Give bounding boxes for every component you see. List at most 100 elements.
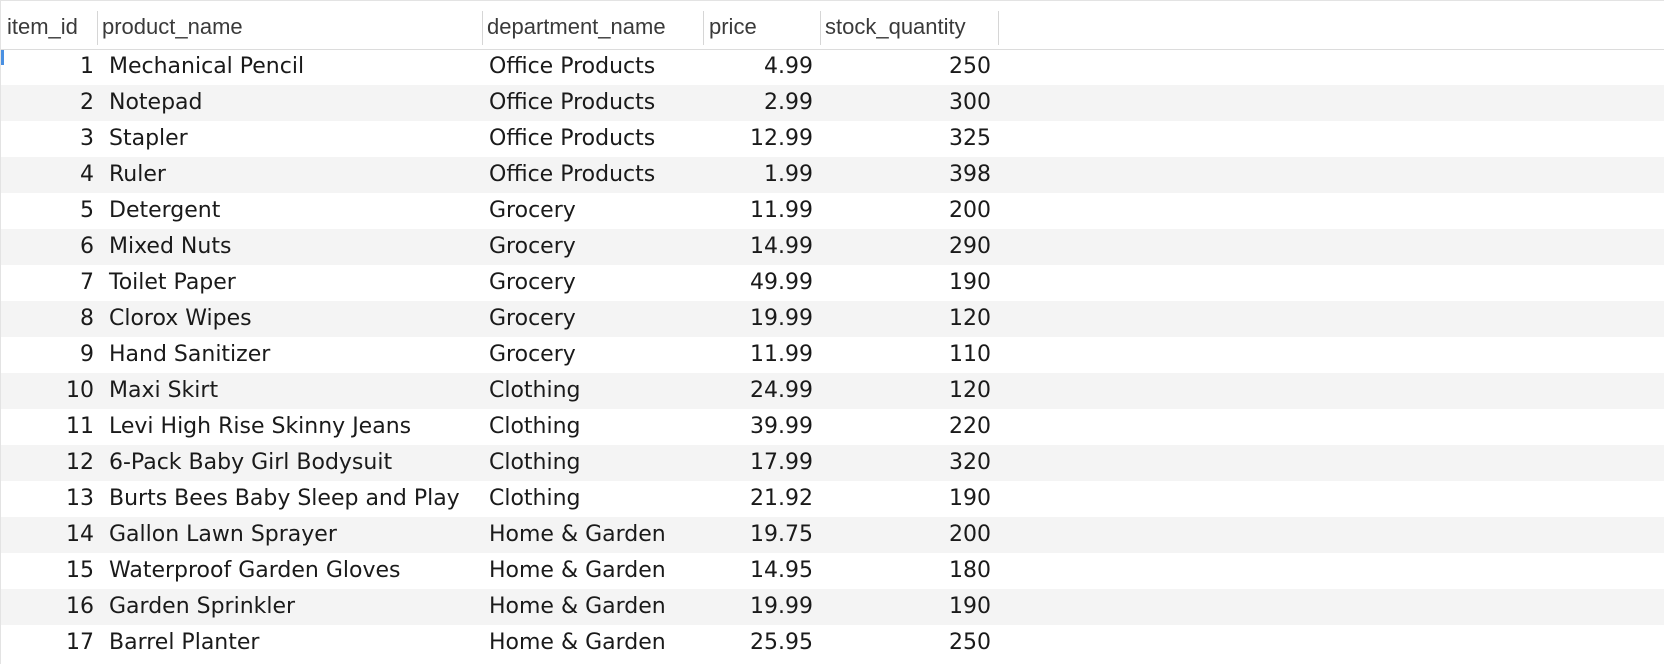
cell-product-name[interactable]: Levi High Rise Skinny Jeans bbox=[109, 414, 412, 439]
cell-price[interactable]: 11.99 bbox=[750, 198, 813, 223]
cell-department-name[interactable]: Grocery bbox=[489, 234, 576, 259]
cell-department-name[interactable]: Grocery bbox=[489, 198, 576, 223]
column-header-item-id[interactable]: item_id bbox=[7, 14, 78, 39]
column-divider[interactable] bbox=[97, 11, 98, 45]
table-row[interactable]: 7 Toilet Paper Grocery 49.99 190 bbox=[1, 265, 1664, 301]
cell-product-name[interactable]: Mixed Nuts bbox=[109, 234, 232, 259]
cell-price[interactable]: 19.99 bbox=[750, 306, 813, 331]
cell-product-name[interactable]: Detergent bbox=[109, 198, 221, 223]
cell-stock-quantity[interactable]: 180 bbox=[949, 558, 991, 583]
cell-product-name[interactable]: Mechanical Pencil bbox=[109, 54, 305, 79]
cell-price[interactable]: 49.99 bbox=[750, 270, 813, 295]
cell-department-name[interactable]: Office Products bbox=[489, 90, 656, 115]
cell-stock-quantity[interactable]: 250 bbox=[949, 54, 991, 79]
cell-price[interactable]: 17.99 bbox=[750, 450, 813, 475]
cell-department-name[interactable]: Clothing bbox=[489, 450, 581, 475]
cell-item-id[interactable]: 9 bbox=[80, 342, 94, 367]
cell-product-name[interactable]: Garden Sprinkler bbox=[109, 594, 296, 619]
table-row[interactable]: 14 Gallon Lawn Sprayer Home & Garden 19.75 2… bbox=[1, 517, 1664, 553]
table-row[interactable]: 5 Detergent Grocery 11.99 200 bbox=[1, 193, 1664, 229]
column-header-stock-quantity[interactable]: stock_quantity bbox=[825, 14, 966, 39]
cell-department-name[interactable]: Office Products bbox=[489, 126, 656, 151]
cell-stock-quantity[interactable]: 190 bbox=[949, 594, 991, 619]
cell-stock-quantity[interactable]: 120 bbox=[949, 378, 991, 403]
cell-price[interactable]: 21.92 bbox=[750, 486, 813, 511]
cell-item-id[interactable]: 5 bbox=[80, 198, 94, 223]
cell-product-name[interactable]: Toilet Paper bbox=[109, 270, 236, 295]
cell-product-name[interactable]: Ruler bbox=[109, 162, 166, 187]
cell-item-id[interactable]: 8 bbox=[80, 306, 94, 331]
table-row[interactable]: 17 Barrel Planter Home & Garden 25.95 250 bbox=[1, 625, 1664, 661]
table-row[interactable]: 11 Levi High Rise Skinny Jeans Clothing 39.… bbox=[1, 409, 1664, 445]
cell-item-id[interactable]: 1 bbox=[80, 54, 94, 79]
cell-stock-quantity[interactable]: 190 bbox=[949, 270, 991, 295]
cell-department-name[interactable]: Grocery bbox=[489, 306, 576, 331]
cell-stock-quantity[interactable]: 320 bbox=[949, 450, 991, 475]
cell-stock-quantity[interactable]: 250 bbox=[949, 630, 991, 655]
cell-product-name[interactable]: Burts Bees Baby Sleep and Play bbox=[109, 486, 460, 511]
cell-product-name[interactable]: Waterproof Garden Gloves bbox=[109, 558, 401, 583]
table-row[interactable]: 16 Garden Sprinkler Home & Garden 19.99 190 bbox=[1, 589, 1664, 625]
cell-item-id[interactable]: 10 bbox=[66, 378, 94, 403]
cell-department-name[interactable]: Home & Garden bbox=[489, 594, 666, 619]
cell-price[interactable]: 14.99 bbox=[750, 234, 813, 259]
column-divider[interactable] bbox=[703, 11, 704, 45]
cell-price[interactable]: 24.99 bbox=[750, 378, 813, 403]
table-row[interactable]: 8 Clorox Wipes Grocery 19.99 120 bbox=[1, 301, 1664, 337]
table-row[interactable]: 2 Notepad Office Products 2.99 300 bbox=[1, 85, 1664, 121]
cell-department-name[interactable]: Home & Garden bbox=[489, 630, 666, 655]
cell-price[interactable]: 12.99 bbox=[750, 126, 813, 151]
column-divider[interactable] bbox=[820, 11, 821, 45]
cell-stock-quantity[interactable]: 300 bbox=[949, 90, 991, 115]
cell-item-id[interactable]: 15 bbox=[66, 558, 94, 583]
table-row[interactable]: 12 6-Pack Baby Girl Bodysuit Clothing 17.99… bbox=[1, 445, 1664, 481]
column-header-price[interactable]: price bbox=[709, 14, 757, 39]
cell-item-id[interactable]: 4 bbox=[80, 162, 94, 187]
cell-price[interactable]: 11.99 bbox=[750, 342, 813, 367]
cell-stock-quantity[interactable]: 200 bbox=[949, 522, 991, 547]
cell-department-name[interactable]: Office Products bbox=[489, 54, 656, 79]
cell-stock-quantity[interactable]: 110 bbox=[949, 342, 991, 367]
cell-stock-quantity[interactable]: 290 bbox=[949, 234, 991, 259]
cell-department-name[interactable]: Clothing bbox=[489, 486, 581, 511]
cell-product-name[interactable]: Clorox Wipes bbox=[109, 306, 252, 331]
column-header-product-name[interactable]: product_name bbox=[102, 14, 243, 39]
cell-stock-quantity[interactable]: 190 bbox=[949, 486, 991, 511]
cell-stock-quantity[interactable]: 120 bbox=[949, 306, 991, 331]
cell-price[interactable]: 2.99 bbox=[764, 90, 813, 115]
column-header-department-name[interactable]: department_name bbox=[487, 14, 666, 39]
cell-product-name[interactable]: Barrel Planter bbox=[109, 630, 260, 655]
table-row[interactable]: 13 Burts Bees Baby Sleep and Play Clothing… bbox=[1, 481, 1664, 517]
cell-price[interactable]: 14.95 bbox=[750, 558, 813, 583]
cell-price[interactable]: 19.99 bbox=[750, 594, 813, 619]
cell-stock-quantity[interactable]: 398 bbox=[949, 162, 991, 187]
table-row[interactable]: 9 Hand Sanitizer Grocery 11.99 110 bbox=[1, 337, 1664, 373]
cell-department-name[interactable]: Grocery bbox=[489, 342, 576, 367]
cell-product-name[interactable]: 6-Pack Baby Girl Bodysuit bbox=[109, 450, 393, 475]
cell-department-name[interactable]: Clothing bbox=[489, 414, 581, 439]
cell-product-name[interactable]: Notepad bbox=[109, 90, 203, 115]
table-row[interactable]: 10 Maxi Skirt Clothing 24.99 120 bbox=[1, 373, 1664, 409]
cell-department-name[interactable]: Office Products bbox=[489, 162, 656, 187]
cell-department-name[interactable]: Home & Garden bbox=[489, 522, 666, 547]
cell-item-id[interactable]: 7 bbox=[80, 270, 94, 295]
cell-product-name[interactable]: Hand Sanitizer bbox=[109, 342, 271, 367]
cell-item-id[interactable]: 6 bbox=[80, 234, 94, 259]
cell-price[interactable]: 25.95 bbox=[750, 630, 813, 655]
cell-stock-quantity[interactable]: 200 bbox=[949, 198, 991, 223]
cell-stock-quantity[interactable]: 325 bbox=[949, 126, 991, 151]
cell-stock-quantity[interactable]: 220 bbox=[949, 414, 991, 439]
cell-product-name[interactable]: Gallon Lawn Sprayer bbox=[109, 522, 337, 547]
cell-price[interactable]: 4.99 bbox=[764, 54, 813, 79]
table-row[interactable]: 4 Ruler Office Products 1.99 398 bbox=[1, 157, 1664, 193]
cell-product-name[interactable]: Stapler bbox=[109, 126, 188, 151]
column-divider[interactable] bbox=[482, 11, 483, 45]
cell-price[interactable]: 19.75 bbox=[750, 522, 813, 547]
table-row[interactable]: 1 Mechanical Pencil Office Products 4.99 250 bbox=[1, 49, 1664, 85]
cell-product-name[interactable]: Maxi Skirt bbox=[109, 378, 219, 403]
table-row[interactable]: 6 Mixed Nuts Grocery 14.99 290 bbox=[1, 229, 1664, 265]
table-row[interactable]: 15 Waterproof Garden Gloves Home & Garden 1… bbox=[1, 553, 1664, 589]
cell-item-id[interactable]: 13 bbox=[66, 486, 94, 511]
cell-item-id[interactable]: 14 bbox=[66, 522, 94, 547]
